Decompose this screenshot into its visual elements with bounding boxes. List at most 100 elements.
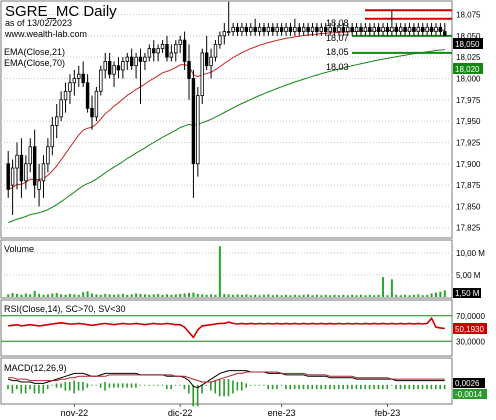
volume-bar [196, 293, 199, 297]
volume-bar [170, 294, 173, 297]
candle-body [209, 56, 213, 67]
volume-bar [368, 294, 371, 297]
price-panel: 18,075 18,050 18,025 18,000 17,975 17,950 17,9… [0, 0, 483, 239]
candle-body [81, 73, 85, 84]
candle-body [354, 26, 359, 32]
volume-bar [390, 279, 393, 297]
macd-hist-bar [55, 383, 58, 388]
macd-hist-bar [333, 384, 336, 390]
candle-body [385, 26, 390, 32]
macd-hist-bar [404, 384, 406, 390]
volume-bar [20, 294, 23, 297]
price-level-lines [352, 9, 452, 54]
candle-body [310, 26, 315, 32]
macd-hist-bar [298, 384, 300, 390]
macd-hist-bar [351, 384, 353, 390]
candle [182, 31, 187, 70]
macd-hist-bar [311, 384, 314, 390]
volume-panel-frame [0, 239, 453, 299]
macd-hist-bar [179, 384, 181, 386]
candle [63, 82, 68, 113]
volume-bar [360, 294, 363, 297]
volume-bar [113, 294, 116, 297]
candle [368, 23, 372, 36]
volume-bar [64, 294, 67, 297]
candle-body [350, 26, 354, 32]
macd-hist-bar [218, 379, 221, 397]
macd-hist-bar [77, 382, 80, 391]
candle [271, 23, 275, 36]
candle-body [85, 82, 90, 109]
macd-hist-bar [99, 383, 102, 388]
candle [15, 142, 19, 190]
candle-body [421, 26, 425, 32]
price-grid [1, 14, 452, 229]
candle [68, 74, 72, 105]
candle [315, 23, 319, 36]
candle [178, 35, 182, 53]
ema21-line-group [7, 29, 445, 190]
level-label-18-03: 18,03 [326, 62, 349, 72]
ema70-badge [453, 63, 483, 74]
macd-hist-bar [293, 384, 296, 390]
macd-histogram [7, 379, 446, 407]
macd-hist-bar [42, 384, 45, 394]
macd-hist-bar [324, 384, 327, 390]
candle-body [337, 26, 341, 32]
candle [319, 23, 324, 36]
macd-panel-frame [0, 357, 453, 405]
candle-body [213, 43, 218, 58]
macd-hist-bar [236, 382, 239, 391]
candle [434, 23, 438, 36]
candle-body [152, 48, 156, 54]
macd-hist-bar [143, 384, 146, 386]
volume-bar [188, 293, 191, 297]
price-tick-label: 17,975 [456, 96, 481, 105]
macd-hist-bar [399, 384, 402, 390]
macd-hist-bar [302, 384, 305, 390]
candle-body [359, 26, 363, 32]
candle [376, 23, 381, 36]
volume-bar [430, 293, 433, 297]
rsi-tick-label: 30,0000 [456, 337, 485, 346]
candle [443, 23, 447, 37]
volume-bar [320, 295, 323, 297]
candle-body [24, 163, 28, 182]
macd-title: MACD(12,26,9) [4, 363, 67, 373]
macd-hist-bar [382, 384, 384, 390]
macd-hist-bar [227, 379, 230, 397]
volume-bar [240, 294, 243, 297]
candle-body [284, 26, 288, 32]
volume-bar [214, 294, 217, 297]
volume-bar [271, 295, 274, 297]
price-tick-label: 18,025 [456, 53, 481, 62]
macd-hist-bar [412, 384, 415, 390]
macd-hist-bar [126, 383, 128, 388]
volume-bar [205, 294, 208, 297]
volume-bar [130, 294, 133, 297]
macd-hist-bar [223, 379, 225, 397]
candle-body [341, 26, 346, 32]
candle-body [116, 65, 121, 71]
candle [85, 74, 90, 113]
volume-bar [443, 290, 446, 297]
volume-bar [302, 294, 305, 297]
candle-body [59, 99, 63, 118]
macd-hist-bar [104, 382, 106, 391]
volume-bar [417, 294, 420, 297]
candle [301, 23, 306, 36]
candle [94, 87, 99, 122]
price-y-axis: 18,075 18,050 18,025 18,000 17,975 17,950 17,9… [456, 11, 481, 233]
ema70-value-label: 18,020 [455, 65, 480, 74]
ema70-line [8, 49, 445, 223]
candle-body [129, 56, 134, 67]
candle-body [218, 35, 222, 45]
volume-bar [11, 293, 14, 297]
volume-bar [7, 294, 10, 297]
volume-bar [307, 294, 310, 297]
candle [328, 23, 332, 36]
candle [385, 23, 390, 36]
macd-hist-label: -0,0014 [455, 390, 483, 399]
x-tick-label: nov-22 [61, 408, 89, 418]
macd-hist-bar [73, 380, 75, 394]
